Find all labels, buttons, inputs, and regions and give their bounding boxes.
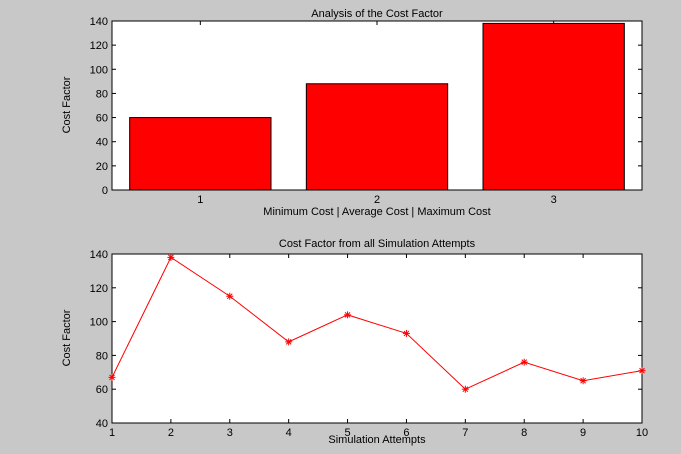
line-chart-ylabel: Cost Factor [61,309,73,366]
bar-y-tick-label: 120 [90,40,108,52]
line-x-tick-label: 4 [286,427,292,439]
bar-chart-bars [129,22,625,191]
line-x-tick-label: 7 [462,427,468,439]
line-x-tick-label: 6 [403,427,409,439]
line-x-tick-label: 9 [580,427,586,439]
line-x-tick-label: 10 [636,427,648,439]
bar-y-tick-label: 100 [90,64,108,76]
data-point-marker [226,292,234,300]
bar-chart-y-ticks: 0 20 40 60 80 100 120 140 [90,16,642,197]
data-point-marker [638,367,646,375]
line-chart-title: Cost Factor from all Simulation Attempts [279,238,476,250]
line-y-tick-label: 140 [90,249,108,261]
line-chart-x-ticks: 1 2 3 4 5 6 7 8 9 10 [109,254,648,439]
line-y-tick-label: 40 [96,418,108,430]
line-chart-axes [111,253,643,424]
bar-y-tick-label: 20 [96,161,108,173]
line-chart-xlabel: Simulation Attempts [328,434,426,446]
data-point-marker [344,311,352,319]
bar-chart-ylabel: Cost Factor [61,76,73,133]
bar-y-tick-label: 80 [96,88,108,100]
line-y-tick-label: 80 [96,350,108,362]
line-chart: Cost Factor from all Simulation Attempts… [61,238,648,446]
bar-y-tick-label: 40 [96,137,108,149]
line-y-tick-label: 60 [96,384,108,396]
bar-2 [305,83,449,191]
data-point-marker [579,377,587,385]
data-point-marker [167,253,175,261]
line-x-tick-label: 2 [168,427,174,439]
data-point-marker [520,358,528,366]
bar-y-tick-label: 140 [90,16,108,28]
bar-chart-title: Analysis of the Cost Factor [311,8,443,20]
bar-3 [482,22,625,191]
bar-x-tick-label: 3 [551,194,557,206]
line-chart-y-ticks: 40 60 80 100 120 140 [90,249,642,430]
bar-y-tick-label: 60 [96,113,108,125]
line-x-tick-label: 1 [109,427,115,439]
data-point-marker [108,373,116,381]
line-chart-series [108,253,646,393]
bar-1 [129,117,272,191]
line-y-tick-label: 120 [90,283,108,295]
bar-x-tick-label: 1 [197,194,203,206]
bar-x-tick-label: 2 [374,194,380,206]
line-x-tick-label: 8 [521,427,527,439]
bar-chart: Analysis of the Cost Factor Minimum Cost… [61,8,643,218]
cost-factor-series-line [111,256,643,390]
data-point-marker [461,385,469,393]
data-point-marker [285,338,293,346]
line-x-tick-label: 3 [227,427,233,439]
bar-y-tick-label: 0 [102,185,108,197]
data-point-marker [402,329,410,337]
line-x-tick-label: 5 [344,427,350,439]
line-y-tick-label: 100 [90,317,108,329]
bar-chart-xlabel: Minimum Cost | Average Cost | Maximum Co… [263,206,490,218]
